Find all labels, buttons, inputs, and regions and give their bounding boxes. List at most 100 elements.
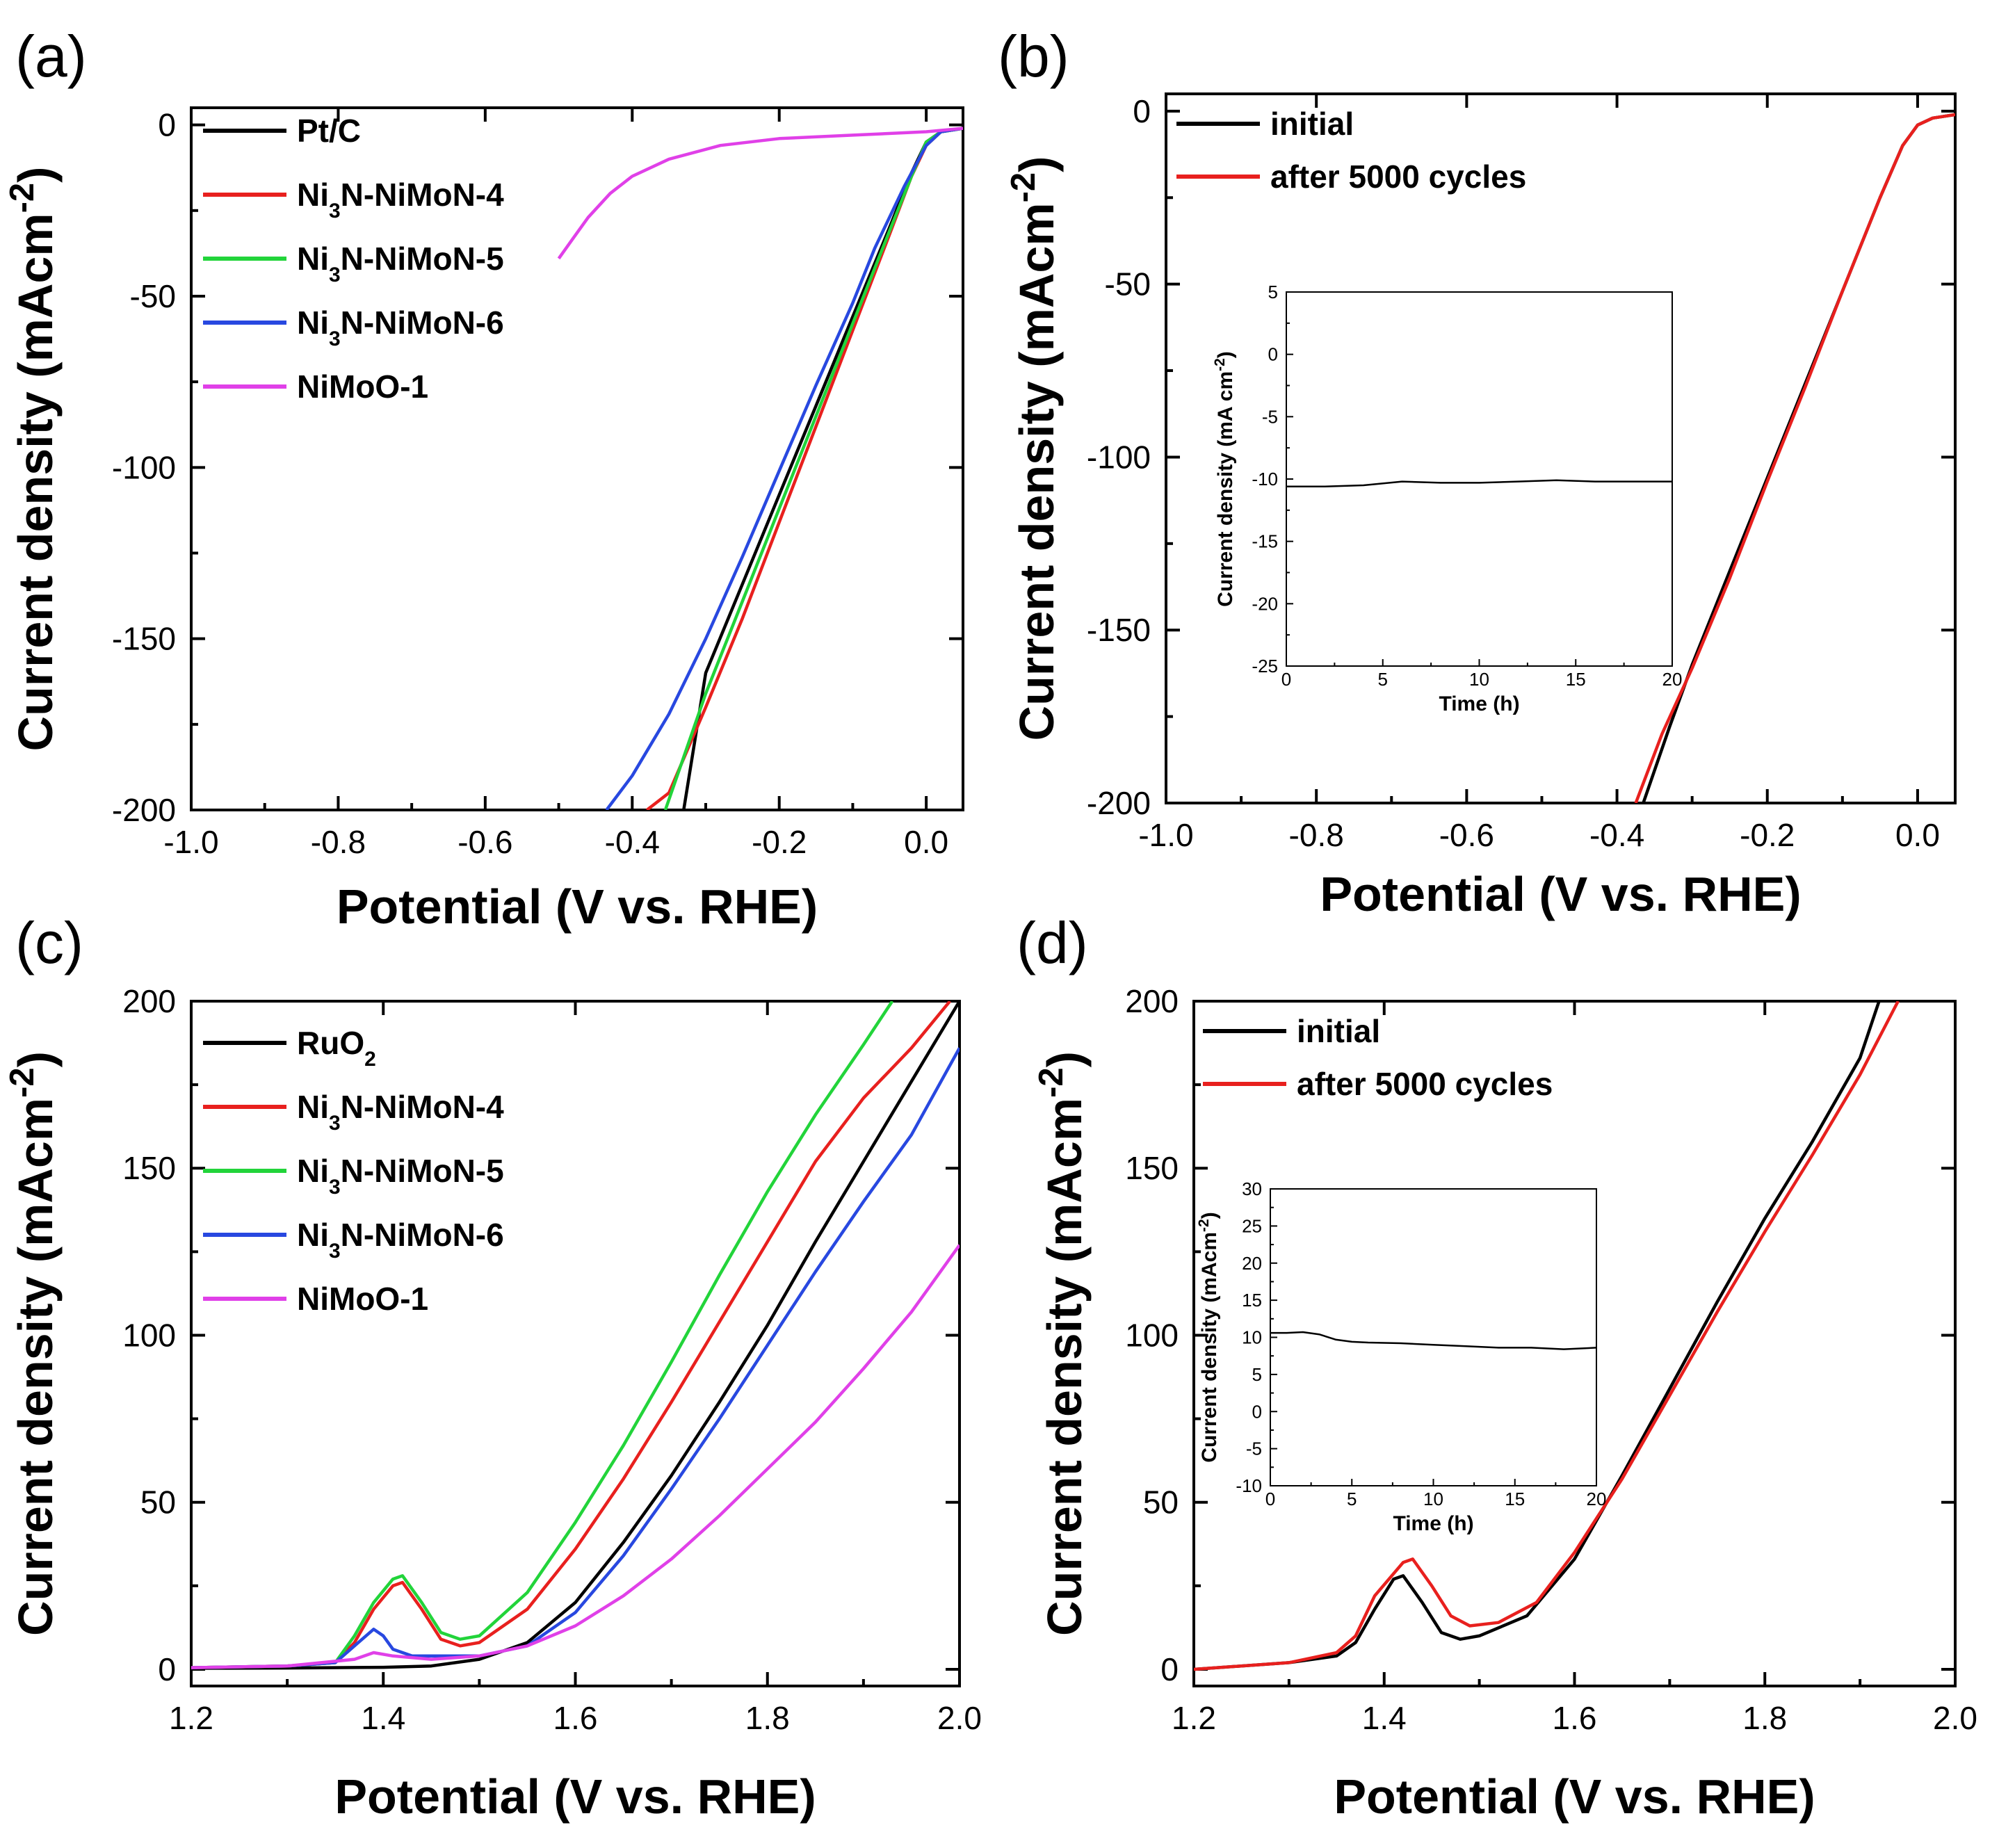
legend-label: after 5000 cycles bbox=[1297, 1066, 1553, 1102]
series-line-pt-c bbox=[682, 127, 963, 810]
legend-label: initial bbox=[1270, 106, 1354, 142]
y-axis-label: Current density (mAcm-2) bbox=[3, 1051, 63, 1636]
x-tick-label: -0.8 bbox=[311, 824, 366, 860]
inset-x-tick-label: 10 bbox=[1469, 669, 1489, 690]
legend-label-rest: N-NiMoN-4 bbox=[341, 1089, 504, 1125]
plot-frame bbox=[190, 106, 964, 811]
inset-y-tick-label: 25 bbox=[1242, 1215, 1262, 1236]
inset-y-tick-label: 30 bbox=[1242, 1178, 1262, 1199]
inset-series-line-stability bbox=[1270, 1331, 1596, 1350]
x-axis-label: Potential (V vs. RHE) bbox=[1334, 1769, 1815, 1824]
y-tick-label: 50 bbox=[140, 1484, 176, 1521]
x-tick-label: 1.2 bbox=[1172, 1700, 1216, 1736]
y-tick-label: 150 bbox=[1125, 1150, 1179, 1186]
y-axis-label: Current density (mAcm-2) bbox=[3, 167, 63, 752]
series-line-nimoo-1 bbox=[191, 1244, 960, 1669]
inset-y-tick-label: -20 bbox=[1252, 593, 1278, 614]
y-axis-label-sup: -2 bbox=[3, 183, 41, 213]
legend-label: Ni3N-NiMoN-4 bbox=[297, 1089, 504, 1135]
x-tick-label: -0.4 bbox=[1589, 817, 1644, 853]
legend-label: Pt/C bbox=[297, 113, 361, 149]
legend-label-sub: 2 bbox=[364, 1048, 376, 1071]
y-tick-label: -100 bbox=[112, 449, 176, 485]
x-tick-label: -1.0 bbox=[163, 824, 218, 860]
y-tick-label: 0 bbox=[1160, 1651, 1179, 1687]
inset-plot-frame bbox=[1286, 291, 1673, 667]
inset-y-axis-label: Current density (mAcm-2) bbox=[1196, 1212, 1222, 1462]
inset-x-tick-label: 0 bbox=[1281, 669, 1291, 690]
inset-y-axis-label-sup: -2 bbox=[1212, 358, 1228, 371]
y-tick-label: 200 bbox=[122, 983, 176, 1019]
legend-label: NiMoO-1 bbox=[297, 368, 428, 405]
inset-chart: 0 5 10 15 20 5 0 -5 -10 -15 -20 -25 Time (h) Current … bbox=[1212, 282, 1683, 715]
x-tick-label: 2.0 bbox=[937, 1700, 982, 1736]
series-line-initial bbox=[1642, 113, 1955, 803]
panel-letter: (a) bbox=[15, 24, 87, 89]
inset-y-tick-label: 5 bbox=[1268, 282, 1278, 302]
x-tick-label: -0.4 bbox=[605, 824, 660, 860]
series-line-nimoo-1 bbox=[557, 127, 963, 260]
x-tick-label: -1.0 bbox=[1138, 817, 1193, 853]
legend-label: RuO2 bbox=[297, 1025, 376, 1071]
x-tick-label: 1.8 bbox=[745, 1700, 790, 1736]
y-tick-label: -200 bbox=[112, 792, 176, 828]
inset-y-axis-label-close: ) bbox=[1198, 1212, 1221, 1219]
y-tick-label: 0 bbox=[158, 1651, 176, 1687]
legend-label-rest: N-NiMoN-4 bbox=[341, 177, 504, 213]
inset-y-axis-label-sup: -2 bbox=[1196, 1219, 1212, 1232]
series-line-ni3n-nimon-6 bbox=[605, 127, 963, 810]
x-axis-label: Potential (V vs. RHE) bbox=[334, 1769, 816, 1824]
inset-x-tick-label: 0 bbox=[1265, 1489, 1275, 1509]
x-tick-label: -0.6 bbox=[458, 824, 512, 860]
series-line-ni3n-nimon-4 bbox=[646, 127, 963, 810]
x-axis-label: Potential (V vs. RHE) bbox=[337, 880, 818, 934]
inset-x-tick-label: 10 bbox=[1423, 1489, 1443, 1509]
y-axis-label-close: ) bbox=[8, 1051, 63, 1067]
inset-y-tick-label: -10 bbox=[1252, 469, 1278, 489]
inset-x-tick-label: 20 bbox=[1587, 1489, 1607, 1509]
inset-x-tick-label: 15 bbox=[1505, 1489, 1525, 1509]
series-line-after-5000-cycles bbox=[1634, 113, 1955, 803]
legend-label: Ni3N-NiMoN-4 bbox=[297, 177, 504, 222]
panel-b: (b)-1.0 -0.8 -0.6 -0.4 -0.2 0.00-50-100-150-2… bbox=[998, 24, 1957, 921]
legend-label: initial bbox=[1297, 1013, 1380, 1049]
panel-letter: (c) bbox=[15, 910, 83, 975]
x-tick-label: 1.4 bbox=[361, 1700, 405, 1736]
inset-y-tick-label: -25 bbox=[1252, 656, 1278, 676]
y-tick-label: -150 bbox=[1087, 612, 1151, 648]
legend-label-rest: N-NiMoN-6 bbox=[341, 305, 504, 341]
panel-c: (c) 1.2 1.4 1.6 1.8 2.0 0 50 100 150 200 Potential … bbox=[3, 910, 982, 1824]
y-axis-label-sup: -2 bbox=[3, 1067, 41, 1098]
plot-frame bbox=[1165, 92, 1957, 804]
legend-label: Ni3N-NiMoN-6 bbox=[297, 1217, 504, 1263]
series-line-ni3n-nimon-5 bbox=[191, 1001, 894, 1669]
legend-label: NiMoO-1 bbox=[297, 1281, 428, 1317]
inset-y-tick-label: -5 bbox=[1262, 406, 1278, 427]
y-tick-label: 150 bbox=[122, 1150, 176, 1186]
inset-x-axis-label: Time (h) bbox=[1393, 1512, 1473, 1535]
legend-label-sub: 3 bbox=[329, 200, 341, 222]
legend-label: Ni3N-NiMoN-5 bbox=[297, 1153, 504, 1199]
series-line-ni3n-nimon-4 bbox=[191, 1001, 951, 1669]
y-tick-label: -50 bbox=[1105, 266, 1151, 302]
x-tick-label: 0.0 bbox=[904, 824, 948, 860]
y-axis-label-close: ) bbox=[1010, 156, 1064, 172]
y-tick-label: 200 bbox=[1125, 983, 1179, 1019]
y-tick-label: 0 bbox=[158, 107, 176, 143]
panel-letter: (d) bbox=[1017, 910, 1088, 975]
series-line-ni3n-nimon-6 bbox=[191, 1047, 960, 1669]
inset-series-line-stability bbox=[1286, 479, 1672, 488]
y-axis-label-sup: -2 bbox=[1005, 172, 1042, 203]
inset-y-axis-label: Current density (mA cm-2) bbox=[1212, 351, 1238, 607]
inset-plot-frame bbox=[1270, 1188, 1597, 1486]
legend-label-sub: 3 bbox=[329, 1240, 341, 1263]
y-axis-label-close: ) bbox=[8, 167, 63, 183]
inset-chart: 0 5 10 15 20 30 25 20 15 10 5 0 -5 -10 Time (h) Current… bbox=[1196, 1178, 1607, 1535]
inset-y-tick-label: 15 bbox=[1242, 1290, 1262, 1311]
inset-y-axis-label-close: ) bbox=[1214, 351, 1237, 358]
inset-x-tick-label: 15 bbox=[1566, 669, 1586, 690]
panel-letter: (b) bbox=[998, 24, 1069, 89]
inset-x-tick-label: 5 bbox=[1347, 1489, 1357, 1509]
x-tick-label: -0.2 bbox=[752, 824, 807, 860]
